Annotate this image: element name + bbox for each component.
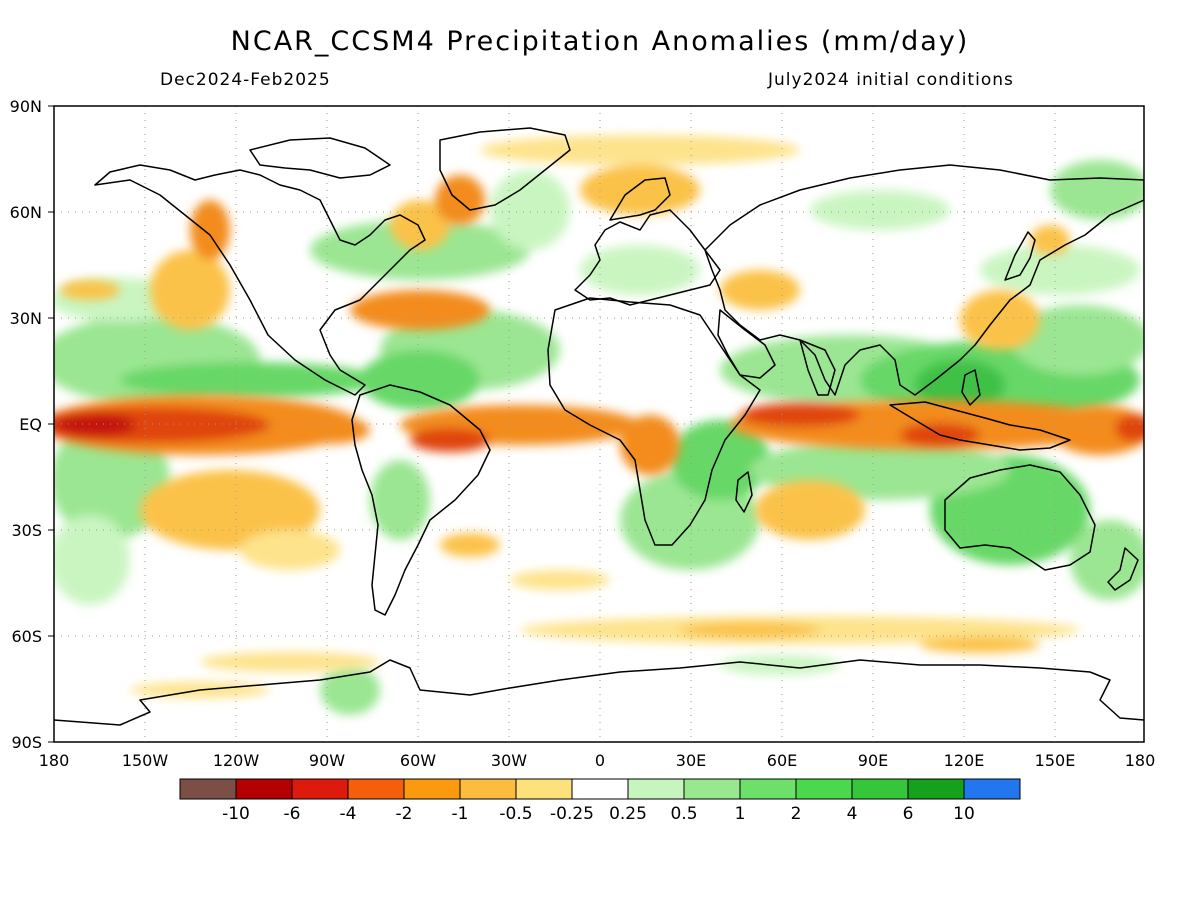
colorbar-label: -10: [222, 804, 250, 824]
colorbar-swatch: [627, 778, 685, 800]
coast-scandinavia: [609, 177, 671, 221]
coast-south-america: [351, 384, 491, 616]
colorbar-swatch: [963, 778, 1021, 800]
colorbar-label: 0.25: [609, 804, 647, 824]
coast-indian-peninsula: [799, 339, 836, 396]
colorbar-swatch: [683, 778, 741, 800]
lon-label-180e: 180: [1125, 751, 1156, 770]
wet-anomalies: [54, 160, 1144, 715]
colorbar-swatch: [571, 778, 629, 800]
coast-arctic-islands: [249, 137, 391, 179]
lon-label-180w: 180: [39, 751, 70, 770]
lat-label-90n: 90N: [10, 97, 42, 116]
lon-label-60e: 60E: [767, 751, 797, 770]
colorbar-swatch: [739, 778, 797, 800]
coast-australia: [944, 464, 1096, 571]
colorbar-label: -4: [340, 804, 357, 824]
coast-japan: [1004, 231, 1036, 281]
colorbar-swatch: [347, 778, 405, 800]
colorbar-swatch: [515, 778, 573, 800]
coast-europe: [574, 209, 721, 306]
lon-label-90e: 90E: [858, 751, 888, 770]
colorbar-label: 6: [903, 804, 914, 824]
lon-label-0: 0: [595, 751, 605, 770]
coast-north-america: [94, 164, 426, 396]
lon-label-30e: 30E: [676, 751, 706, 770]
forecast-period: Dec2024-Feb2025: [160, 70, 331, 90]
colorbar-label: -0.25: [550, 804, 594, 824]
colorbar-label: 10: [953, 804, 975, 824]
colorbar-label: -0.5: [499, 804, 532, 824]
coast-antarctica: [54, 659, 1144, 726]
colorbar-swatch: [179, 778, 237, 800]
colorbar: [179, 778, 1021, 800]
colorbar-swatch: [459, 778, 517, 800]
colorbar-label: -2: [396, 804, 413, 824]
lat-label-30n: 30N: [10, 309, 42, 328]
lon-label-90w: 90W: [309, 751, 345, 770]
anomaly-field: [54, 135, 1144, 715]
coast-indonesia: [889, 401, 1071, 451]
lon-label-150e: 150E: [1035, 751, 1076, 770]
colorbar-label: -1: [452, 804, 469, 824]
colorbar-label: 0.5: [670, 804, 697, 824]
colorbar-swatch: [235, 778, 293, 800]
colorbar-label: 4: [847, 804, 858, 824]
colorbar-label: 1: [735, 804, 746, 824]
coast-africa: [547, 297, 761, 546]
colorbar-label: 2: [791, 804, 802, 824]
coast-greenland: [439, 127, 571, 211]
dry-anomalies: [54, 135, 1144, 698]
lat-label-90s: 90S: [11, 733, 42, 752]
coast-arabian-peninsula: [717, 309, 776, 379]
colorbar-swatch: [291, 778, 349, 800]
lon-label-60w: 60W: [400, 751, 436, 770]
coast-madagascar: [735, 471, 753, 513]
colorbar-labels: -10 -6 -4 -2 -1 -0.5 -0.25 0.25 0.5 1 2 4 6 10: [222, 804, 975, 824]
colorbar-swatch: [795, 778, 853, 800]
colorbar-swatch: [851, 778, 909, 800]
colorbar-swatch: [907, 778, 965, 800]
axis-ticks: [48, 105, 54, 743]
lat-label-eq: EQ: [19, 415, 42, 434]
initial-conditions: July2024 initial conditions: [768, 70, 1014, 90]
graticule: [54, 106, 1144, 742]
longitude-labels: 180 150W 120W 90W 60W 30W 0 30E 60E 90E …: [39, 751, 1156, 770]
coast-new-zealand: [1107, 547, 1139, 591]
lat-label-30s: 30S: [11, 521, 42, 540]
lon-label-120w: 120W: [213, 751, 260, 770]
lat-label-60s: 60S: [11, 627, 42, 646]
colorbar-swatch: [403, 778, 461, 800]
coast-asia: [704, 164, 1144, 396]
colorbar-label: -6: [284, 804, 301, 824]
lat-label-60n: 60N: [10, 203, 42, 222]
lon-label-150w: 150W: [122, 751, 169, 770]
coast-philippines: [961, 369, 981, 406]
latitude-labels: 90N 60N 30N EQ 30S 60S 90S: [10, 97, 42, 752]
lon-label-120e: 120E: [944, 751, 985, 770]
coastlines: [54, 127, 1144, 726]
lon-label-30w: 30W: [491, 751, 527, 770]
map-title: NCAR_CCSM4 Precipitation Anomalies (mm/d…: [230, 26, 970, 57]
